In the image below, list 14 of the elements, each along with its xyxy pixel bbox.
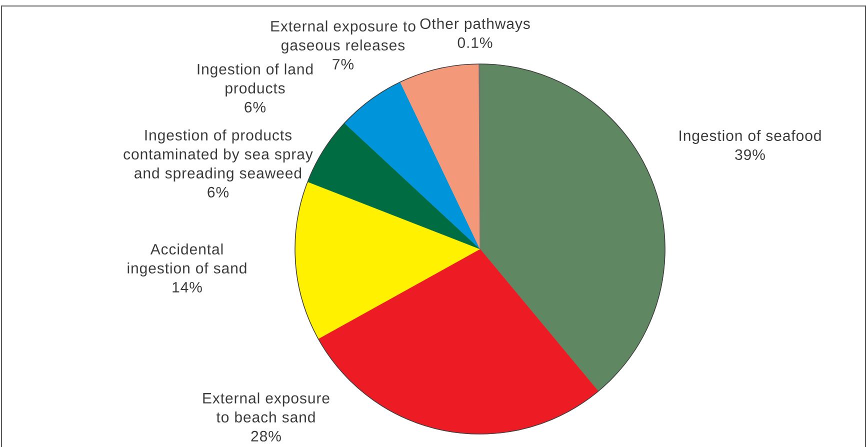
data-label: 39%	[735, 149, 765, 160]
slice-label: Accidental ingestion of sand	[128, 244, 246, 276]
slice-label: Other pathways	[420, 18, 530, 32]
slice-label: Ingestion of land products	[198, 63, 313, 96]
slice-label: Ingestion of products contaminated by sea spray and spreading seaweed	[124, 129, 313, 182]
data-label: 7%	[332, 58, 354, 70]
slice-label: External exposure to gaseous releases	[271, 20, 416, 54]
slice-label: Ingestion of seafood	[680, 130, 821, 144]
data-label: 14%	[172, 282, 202, 292]
data-label: 6%	[208, 186, 229, 198]
slice-label: External exposure to beach sand	[203, 392, 330, 422]
data-label: 0.1%	[458, 37, 492, 48]
data-label: 6%	[244, 102, 266, 112]
data-label: 28%	[251, 430, 281, 442]
